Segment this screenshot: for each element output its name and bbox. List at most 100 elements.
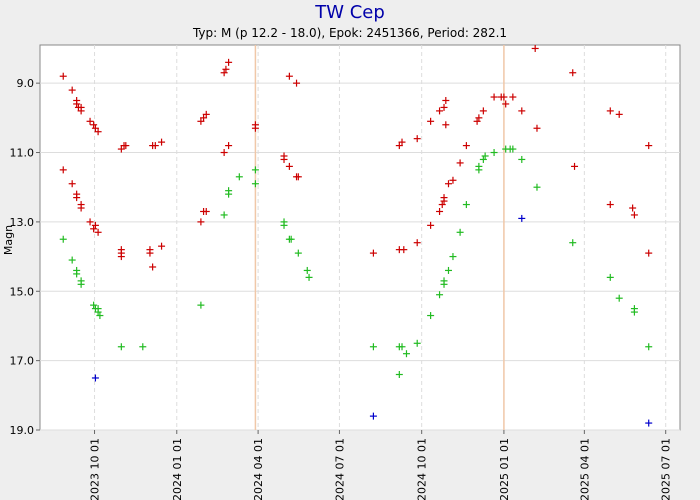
data-point xyxy=(197,218,205,226)
data-point xyxy=(280,155,288,163)
data-point xyxy=(122,142,130,150)
data-point xyxy=(68,86,76,94)
data-point xyxy=(151,142,159,150)
data-point xyxy=(481,152,489,160)
data-point xyxy=(73,194,81,202)
data-point xyxy=(197,301,205,309)
data-point xyxy=(427,312,435,320)
data-point xyxy=(606,273,614,281)
data-point xyxy=(68,256,76,264)
data-point xyxy=(645,142,653,150)
data-point xyxy=(427,117,435,125)
data-point xyxy=(294,249,302,257)
data-point xyxy=(456,159,464,167)
data-point xyxy=(629,204,637,212)
data-point xyxy=(436,207,444,215)
x-tick-label: 2024 01 01 xyxy=(171,438,184,500)
data-point xyxy=(280,221,288,229)
data-point xyxy=(490,149,498,157)
x-tick-label: 2023 10 01 xyxy=(89,438,102,500)
chart-subtitle: Typ: M (p 12.2 - 18.0), Epok: 2451366, P… xyxy=(192,26,507,40)
data-point xyxy=(490,93,498,101)
x-axis: 2023 10 01 2024 01 01 2024 04 01 2024 07 01… xyxy=(89,430,673,500)
data-point xyxy=(413,239,421,247)
data-point xyxy=(235,173,243,181)
data-point xyxy=(77,280,85,288)
x-tick-label: 2024 04 01 xyxy=(252,438,265,500)
data-point xyxy=(449,176,457,184)
y-tick-label: 19.0 xyxy=(10,424,35,437)
data-point xyxy=(117,249,125,257)
data-point xyxy=(251,124,259,132)
data-point xyxy=(500,93,508,101)
data-point xyxy=(502,100,510,108)
data-point xyxy=(285,162,293,170)
data-point xyxy=(509,93,517,101)
y-axis-label: Magn xyxy=(2,225,15,255)
data-point xyxy=(117,343,125,351)
data-point xyxy=(287,235,295,243)
data-point xyxy=(427,221,435,229)
data-point xyxy=(202,110,210,118)
data-point xyxy=(440,277,448,285)
x-tick-label: 2024 07 01 xyxy=(333,438,346,500)
data-point xyxy=(149,263,157,271)
data-point xyxy=(158,242,166,250)
data-point xyxy=(294,173,302,181)
data-point xyxy=(86,117,94,125)
data-point xyxy=(533,124,541,132)
data-point xyxy=(251,166,259,174)
data-point xyxy=(440,103,448,111)
data-point xyxy=(518,155,526,163)
data-point xyxy=(509,145,517,153)
data-point xyxy=(615,110,623,118)
data-point xyxy=(442,121,450,129)
data-point xyxy=(94,305,102,313)
data-point xyxy=(225,58,233,66)
data-point xyxy=(369,343,377,351)
data-point xyxy=(456,228,464,236)
data-point xyxy=(369,249,377,257)
data-point xyxy=(91,124,99,132)
data-point xyxy=(220,211,228,219)
data-point xyxy=(518,107,526,115)
data-point xyxy=(645,249,653,257)
data-point xyxy=(442,96,450,104)
y-tick-label: 9.0 xyxy=(17,77,35,90)
data-point xyxy=(413,135,421,143)
data-point xyxy=(96,312,104,320)
x-tick-label: 2025 01 01 xyxy=(498,438,511,500)
data-point xyxy=(475,162,483,170)
data-point xyxy=(395,371,403,379)
data-point xyxy=(305,273,313,281)
data-point xyxy=(59,166,67,174)
y-tick-label: 17.0 xyxy=(10,355,35,368)
data-point xyxy=(77,204,85,212)
data-point xyxy=(303,266,311,274)
data-point xyxy=(645,419,653,427)
data-point xyxy=(59,72,67,80)
data-point xyxy=(202,207,210,215)
data-point xyxy=(645,343,653,351)
data-point xyxy=(531,44,539,52)
data-point xyxy=(293,79,301,87)
data-point xyxy=(615,294,623,302)
data-point xyxy=(94,228,102,236)
x-tick-label: 2025 04 01 xyxy=(578,438,591,500)
data-point xyxy=(73,270,81,278)
data-point xyxy=(369,412,377,420)
data-point xyxy=(77,103,85,111)
data-point xyxy=(86,218,94,226)
data-point xyxy=(158,138,166,146)
x-tick-label: 2024 10 01 xyxy=(416,438,429,500)
data-point xyxy=(606,107,614,115)
data-point xyxy=(630,211,638,219)
data-point xyxy=(606,201,614,209)
data-point xyxy=(402,350,410,358)
y-tick-label: 15.0 xyxy=(10,285,35,298)
data-point xyxy=(462,142,470,150)
data-point xyxy=(91,374,99,382)
data-point xyxy=(398,343,406,351)
data-point xyxy=(571,162,579,170)
